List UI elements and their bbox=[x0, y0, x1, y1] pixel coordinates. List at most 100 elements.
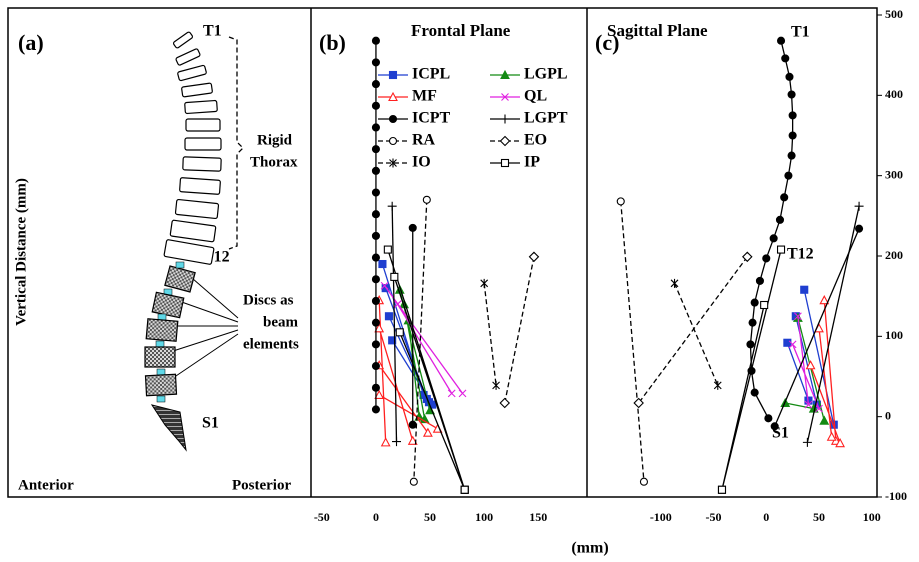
legend-label: ICPL bbox=[412, 66, 450, 83]
x-axis-label: (mm) bbox=[571, 540, 608, 557]
legend-marker bbox=[388, 70, 398, 80]
marker bbox=[770, 422, 779, 431]
marker bbox=[804, 400, 813, 409]
vertebra bbox=[181, 82, 213, 98]
marker bbox=[746, 340, 755, 349]
series-line bbox=[381, 263, 433, 405]
marker bbox=[760, 300, 769, 310]
series-line bbox=[774, 228, 860, 427]
chart-title: Sagittal Plane bbox=[607, 21, 708, 40]
marker bbox=[499, 397, 511, 409]
y-tick-label: 0 bbox=[885, 408, 891, 422]
x-tick-label: -50 bbox=[314, 510, 330, 524]
marker bbox=[855, 224, 864, 233]
annotation: T1 bbox=[203, 23, 222, 40]
marker bbox=[492, 380, 500, 390]
x-tick-label: 50 bbox=[813, 510, 825, 524]
marker bbox=[788, 111, 797, 120]
sacrum bbox=[150, 404, 187, 452]
marker bbox=[742, 251, 753, 263]
marker bbox=[787, 151, 796, 160]
vertebra bbox=[177, 64, 207, 82]
marker bbox=[371, 405, 380, 414]
marker bbox=[785, 72, 794, 81]
x-tick-label: 0 bbox=[763, 510, 769, 524]
marker bbox=[408, 420, 417, 429]
annotation: Posterior bbox=[232, 477, 291, 493]
marker bbox=[390, 272, 399, 281]
vertebra bbox=[145, 318, 179, 342]
marker bbox=[800, 285, 809, 294]
vertebra bbox=[174, 198, 220, 220]
marker bbox=[447, 389, 456, 398]
series-line bbox=[391, 206, 398, 442]
legend-label: QL bbox=[524, 88, 547, 105]
y-tick-label: -100 bbox=[885, 489, 907, 503]
marker bbox=[750, 298, 759, 307]
marker bbox=[762, 254, 771, 263]
annotation: Discs as bbox=[243, 292, 294, 308]
marker bbox=[371, 383, 380, 392]
marker bbox=[371, 188, 380, 197]
marker bbox=[713, 380, 722, 390]
legend-marker bbox=[501, 93, 509, 101]
vertebra bbox=[144, 346, 176, 368]
marker bbox=[460, 485, 469, 494]
marker bbox=[371, 80, 380, 89]
legend-label: MF bbox=[412, 88, 437, 105]
vertebra bbox=[184, 137, 222, 151]
y-tick-label: 100 bbox=[885, 328, 903, 342]
series-line bbox=[387, 249, 466, 491]
marker bbox=[371, 166, 380, 175]
marker bbox=[384, 312, 393, 321]
disc bbox=[156, 395, 166, 403]
legend-marker bbox=[500, 114, 510, 124]
legend-marker bbox=[389, 158, 397, 168]
marker bbox=[371, 318, 380, 327]
marker bbox=[371, 101, 380, 110]
marker bbox=[769, 234, 778, 243]
annotation: S1 bbox=[772, 425, 789, 442]
marker bbox=[371, 296, 380, 306]
marker bbox=[783, 338, 792, 347]
x-tick-label: 150 bbox=[529, 510, 547, 524]
disc bbox=[175, 261, 185, 269]
disc bbox=[156, 368, 166, 376]
marker bbox=[371, 145, 380, 154]
marker bbox=[371, 58, 380, 67]
marker bbox=[748, 318, 757, 327]
y-tick-label: 300 bbox=[885, 167, 903, 181]
marker bbox=[781, 54, 790, 63]
marker bbox=[819, 295, 830, 305]
marker bbox=[480, 278, 489, 288]
marker bbox=[380, 281, 389, 290]
marker bbox=[378, 259, 387, 269]
marker bbox=[458, 389, 467, 398]
annotation: S1 bbox=[202, 415, 219, 432]
marker bbox=[788, 131, 797, 140]
panel-label: (a) bbox=[18, 30, 44, 55]
marker bbox=[784, 171, 793, 180]
marker bbox=[528, 251, 540, 263]
series-line bbox=[809, 300, 841, 444]
marker bbox=[371, 36, 380, 45]
marker bbox=[371, 275, 380, 284]
marker bbox=[764, 414, 773, 423]
legend-marker bbox=[388, 114, 398, 124]
vertebra bbox=[175, 48, 201, 66]
marker bbox=[388, 336, 397, 345]
series-line bbox=[673, 283, 719, 386]
legend-marker bbox=[388, 136, 398, 146]
x-tick-label: 50 bbox=[424, 510, 436, 524]
marker bbox=[775, 215, 785, 224]
series-line bbox=[638, 256, 748, 404]
disc bbox=[155, 340, 165, 348]
marker bbox=[392, 437, 402, 447]
marker bbox=[409, 477, 418, 486]
marker bbox=[408, 223, 417, 232]
series-line bbox=[483, 283, 497, 386]
marker bbox=[788, 340, 797, 349]
marker bbox=[422, 195, 431, 204]
annotation: Anterior bbox=[18, 477, 74, 493]
